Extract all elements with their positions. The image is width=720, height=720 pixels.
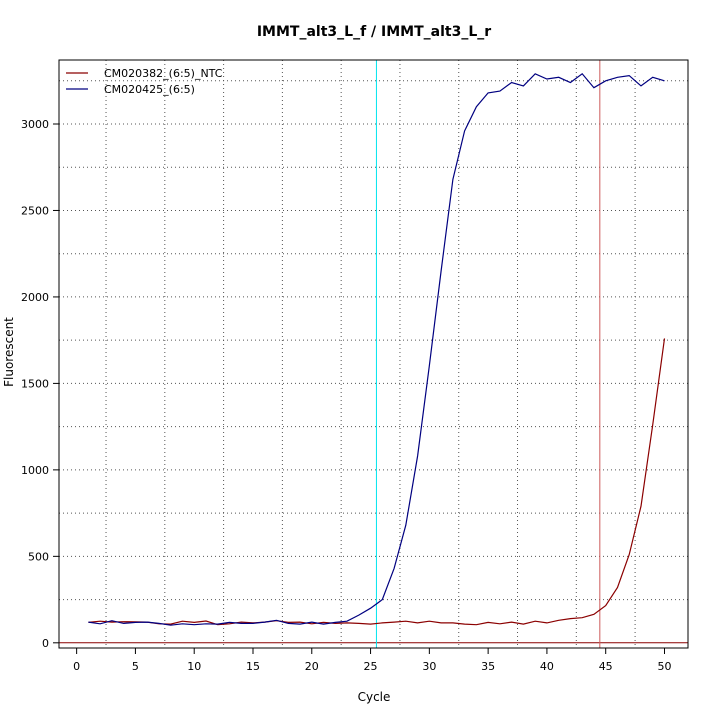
x-axis-label: Cycle xyxy=(358,690,391,704)
legend-label: CM020425_(6:5) xyxy=(104,83,195,96)
legend-label: CM020382_(6:5)_NTC xyxy=(104,67,223,80)
x-axis: 0 5 10 15 20 25 30 35 40 45 50 xyxy=(73,648,671,673)
x-tick-label: 45 xyxy=(599,660,613,673)
plot-frame xyxy=(58,59,689,649)
legend: CM020382_(6:5)_NTC CM020425_(6:5) xyxy=(66,67,223,96)
chart-title: IMMT_alt3_L_f / IMMT_alt3_L_r xyxy=(257,24,491,40)
y-tick-label: 1500 xyxy=(21,377,49,390)
x-tick-label: 0 xyxy=(73,660,80,673)
x-tick-label: 10 xyxy=(187,660,201,673)
x-tick-label: 35 xyxy=(481,660,495,673)
y-tick-label: 0 xyxy=(42,637,49,650)
y-axis: 0 500 1000 1500 2000 2500 3000 xyxy=(21,118,59,650)
y-tick-label: 1000 xyxy=(21,464,49,477)
y-tick-label: 3000 xyxy=(21,118,49,131)
y-tick-label: 2000 xyxy=(21,291,49,304)
series-line-2 xyxy=(88,72,665,626)
y-axis-label: Fluorescent xyxy=(2,317,16,387)
series-lines xyxy=(88,72,666,626)
x-tick-label: 15 xyxy=(246,660,260,673)
grid-lines xyxy=(59,60,688,648)
x-tick-label: 40 xyxy=(540,660,554,673)
x-tick-label: 20 xyxy=(305,660,319,673)
x-tick-label: 5 xyxy=(132,660,139,673)
threshold-lines xyxy=(59,60,688,648)
y-tick-label: 2500 xyxy=(21,204,49,217)
x-tick-label: 50 xyxy=(657,660,671,673)
x-tick-label: 30 xyxy=(422,660,436,673)
y-tick-label: 500 xyxy=(28,550,49,563)
x-tick-label: 25 xyxy=(364,660,378,673)
series-line-1 xyxy=(88,338,666,626)
